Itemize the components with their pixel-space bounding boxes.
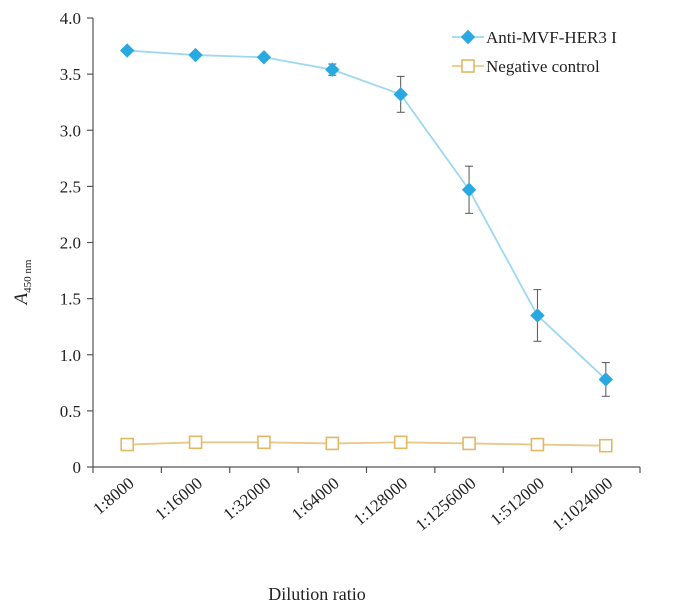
- data-point: [256, 50, 272, 65]
- legend-item: Anti-MVF-HER3 I: [452, 28, 617, 47]
- y-axis-title-sub: 450 nm: [22, 259, 34, 293]
- data-point: [530, 437, 545, 452]
- x-tick-label: 1:64000: [288, 474, 343, 524]
- x-axis: 1:8000 1:16000 1:32000 1:64000 1:128000 1:125…: [89, 466, 641, 535]
- data-point: [188, 47, 203, 63]
- data-point: [393, 435, 408, 450]
- series-anti-mvf-her3: [119, 43, 614, 397]
- data-point: [119, 43, 135, 58]
- y-tick-label: 4.0: [60, 9, 81, 28]
- data-point: [598, 372, 614, 387]
- series-line: [127, 49, 607, 381]
- series-line: [127, 441, 606, 447]
- y-tick-label: 3.0: [60, 121, 81, 140]
- y-axis-title-main: A: [11, 292, 32, 306]
- y-tick-label: 1.5: [60, 290, 81, 309]
- data-point: [393, 87, 408, 102]
- series-layer: [119, 43, 614, 453]
- y-tick-label: 2.0: [60, 234, 81, 253]
- x-tick-label: 1:512000: [487, 474, 548, 530]
- data-point: [188, 435, 203, 450]
- y-tick-label: 1.0: [60, 346, 81, 365]
- legend-label: Negative control: [486, 57, 600, 76]
- legend-marker: [461, 59, 475, 73]
- y-axis-title: A450 nm: [11, 259, 34, 306]
- data-point: [120, 437, 134, 452]
- x-tick-label: 1:1024000: [548, 474, 616, 535]
- legend-marker: [460, 29, 476, 45]
- y-tick-label: 2.5: [60, 177, 81, 196]
- data-point: [462, 436, 476, 451]
- x-tick-label: 1:128000: [350, 474, 411, 530]
- x-tick-label: 1:8000: [89, 474, 137, 519]
- x-tick-label: 1:16000: [151, 474, 206, 524]
- y-axis: 0 0.5 1.0 1.5 2.0 2.5 3.0 3.5 4.0: [60, 9, 94, 477]
- data-point: [325, 62, 340, 77]
- legend: Anti-MVF-HER3 I Negative control: [452, 28, 617, 76]
- data-point: [530, 308, 545, 323]
- x-tick-label: 1:32000: [220, 474, 275, 524]
- legend-item: Negative control: [452, 57, 600, 76]
- data-point: [325, 436, 340, 451]
- y-tick-label: 0: [73, 458, 82, 477]
- legend-label: Anti-MVF-HER3 I: [486, 28, 617, 47]
- x-axis-title: Dilution ratio: [268, 584, 366, 604]
- x-tick-label: 1:1256000: [412, 474, 480, 535]
- y-tick-label: 0.5: [60, 402, 81, 421]
- data-point: [461, 182, 477, 197]
- data-point: [599, 438, 613, 453]
- y-tick-label: 3.5: [60, 65, 81, 84]
- series-negative-control: [120, 435, 613, 453]
- data-point: [257, 435, 271, 450]
